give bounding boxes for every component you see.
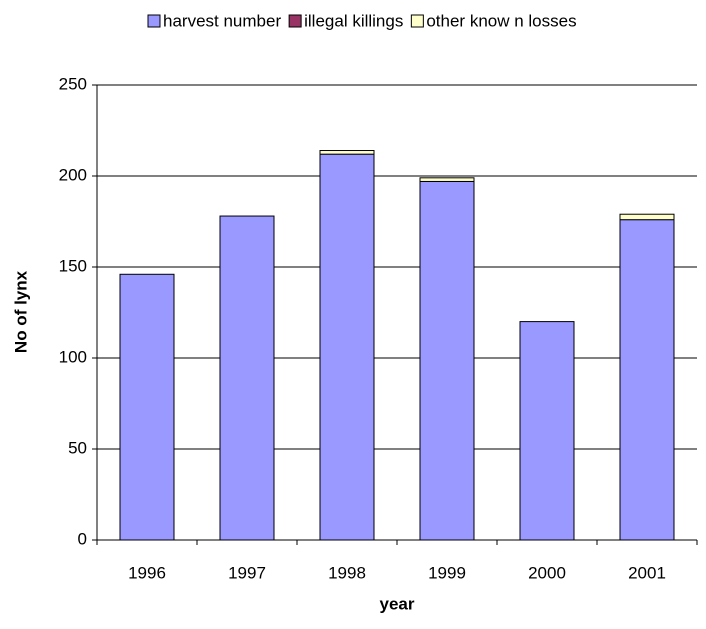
bar-segment	[119, 273, 175, 541]
bar-segment	[519, 321, 575, 541]
y-tick-label: 100	[59, 347, 87, 366]
legend-label: harvest number	[163, 11, 281, 30]
bar-segment	[319, 150, 375, 155]
x-tick-label: 1997	[228, 563, 266, 582]
bar-segment	[419, 180, 475, 541]
x-tick-label: 2000	[528, 563, 566, 582]
bar-segment	[619, 219, 675, 541]
legend-swatch	[410, 14, 424, 28]
bar-segment	[319, 153, 375, 541]
x-tick-label: 2001	[628, 563, 666, 582]
x-tick-label: 1998	[328, 563, 366, 582]
x-tick-label: 1996	[128, 563, 166, 582]
y-tick-label: 150	[59, 256, 87, 275]
legend-swatch	[147, 14, 161, 28]
y-tick-label: 200	[59, 165, 87, 184]
x-tick-label: 1999	[428, 563, 466, 582]
x-axis-label: year	[380, 594, 415, 613]
bar-segment	[419, 177, 475, 182]
bar-segment	[219, 215, 275, 541]
legend-swatch	[288, 14, 302, 28]
legend-label: illegal killings	[304, 11, 403, 30]
y-tick-label: 250	[59, 74, 87, 93]
bar-segment	[619, 213, 675, 221]
y-tick-label: 50	[68, 438, 87, 457]
y-axis-label: No of lynx	[11, 270, 30, 353]
y-tick-label: 0	[78, 529, 87, 548]
legend-label: other know n losses	[426, 11, 576, 30]
